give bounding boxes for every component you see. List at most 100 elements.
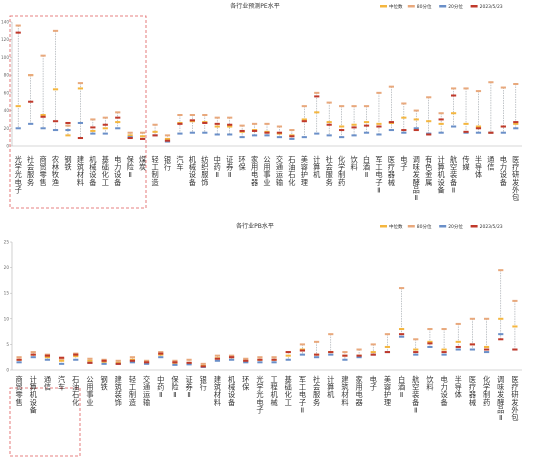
marker-p20-2 [44, 358, 51, 361]
marker-current-12 [186, 361, 192, 364]
marker-p20-6 [101, 362, 107, 365]
marker-current-2 [40, 115, 46, 118]
marker-p80-34 [498, 269, 504, 272]
legend-entry-p80: 80分位 [417, 3, 432, 10]
x-tick-label: 证券 Ⅱ [185, 375, 192, 399]
highlight-box [9, 387, 81, 457]
marker-median-12 [164, 137, 171, 140]
x-tick-label: 商贸零售 [15, 375, 22, 407]
marker-p20-27 [398, 335, 405, 338]
marker-p80-3 [58, 357, 65, 360]
marker-current-8 [129, 359, 136, 362]
marker-current-14 [214, 357, 221, 360]
marker-p20-28 [363, 131, 370, 134]
marker-p80-27 [351, 105, 357, 108]
marker-current-10 [140, 137, 146, 140]
marker-p20-40 [513, 127, 519, 130]
marker-median-28 [363, 121, 370, 124]
marker-p80-38 [488, 81, 494, 84]
marker-p20-32 [413, 127, 419, 130]
marker-p20-10 [158, 356, 164, 359]
marker-current-0 [15, 31, 21, 34]
marker-p20-15 [202, 131, 208, 134]
marker-current-3 [52, 120, 59, 123]
marker-p80-24 [356, 348, 362, 351]
y-tick-label: 80 [4, 73, 10, 78]
marker-p20-14 [189, 131, 195, 134]
marker-p80-22 [328, 333, 334, 336]
marker-p20-33 [483, 351, 490, 354]
marker-median-7 [102, 127, 108, 130]
marker-median-31 [455, 340, 461, 343]
marker-p20-21 [276, 136, 283, 139]
x-tick-label: 化学制药 [338, 155, 345, 187]
x-tick-label: 建筑材料 [214, 375, 221, 407]
marker-p20-19 [251, 134, 258, 137]
x-tick-label: 公用事业 [86, 375, 93, 407]
marker-median-25 [370, 351, 376, 354]
marker-p80-0 [15, 24, 21, 27]
marker-current-35 [450, 94, 457, 97]
marker-p20-24 [314, 132, 320, 135]
marker-p80-6 [101, 358, 107, 361]
marker-p80-32 [469, 317, 476, 320]
marker-p20-31 [455, 348, 461, 351]
marker-current-5 [77, 137, 84, 140]
marker-current-24 [314, 95, 320, 98]
marker-p80-21 [276, 125, 283, 128]
x-tick-label: 保险 Ⅱ [171, 375, 179, 399]
marker-p20-21 [313, 356, 320, 359]
marker-p80-23 [301, 105, 307, 108]
x-tick-label: 银行 [200, 375, 207, 392]
marker-p20-28 [413, 353, 419, 356]
marker-p80-35 [450, 87, 457, 90]
marker-p80-7 [102, 116, 108, 119]
marker-p20-30 [388, 129, 394, 132]
x-tick-label: 商贸零售 [39, 155, 46, 187]
x-tick-label: 计算机 [327, 375, 335, 399]
marker-current-37 [475, 127, 482, 130]
x-tick-label: 美容护理 [384, 375, 391, 407]
marker-median-37 [475, 125, 482, 128]
x-tick-label: 社会服务 [27, 155, 34, 187]
marker-p20-32 [469, 348, 476, 351]
x-tick-label: 调味发酵品 Ⅱ [497, 375, 504, 422]
marker-current-10 [158, 352, 164, 355]
y-tick-label: 20 [4, 126, 10, 131]
marker-p80-1 [30, 351, 36, 354]
marker-median-4 [65, 134, 71, 137]
x-tick-label: 电子 [370, 375, 377, 392]
marker-median-26 [384, 345, 391, 348]
marker-current-25 [326, 123, 332, 126]
x-tick-label: 医疗器械 [388, 155, 395, 187]
marker-p20-27 [351, 134, 357, 137]
marker-current-25 [370, 353, 376, 356]
marker-current-13 [200, 365, 206, 368]
legend-entry-current: 2023/5/23 [480, 4, 503, 10]
x-tick-label: 建筑材料 [341, 375, 348, 407]
marker-current-18 [239, 129, 245, 132]
marker-p80-28 [413, 338, 419, 341]
legend-entry-median: 中位数 [389, 223, 403, 230]
marker-current-18 [271, 358, 277, 361]
marker-p80-29 [376, 91, 382, 94]
marker-p20-3 [58, 362, 65, 365]
marker-current-12 [164, 139, 171, 142]
marker-p80-0 [16, 356, 22, 359]
x-tick-label: 钢铁 [64, 155, 71, 172]
x-tick-label: 通信 [44, 375, 51, 392]
marker-p80-1 [28, 74, 34, 77]
x-tick-label: 交通运输 [143, 375, 150, 407]
marker-p80-31 [401, 102, 407, 105]
marker-p20-22 [289, 137, 295, 140]
marker-p80-19 [251, 122, 258, 125]
marker-current-22 [328, 351, 334, 354]
marker-current-1 [28, 100, 34, 103]
x-tick-label: 计算机设备 [438, 155, 446, 194]
marker-median-5 [87, 359, 93, 362]
marker-p80-14 [214, 354, 221, 357]
x-tick-label: 美容护理 [301, 155, 308, 187]
marker-p20-17 [257, 361, 263, 364]
x-tick-label: 机械设备 [189, 155, 197, 187]
